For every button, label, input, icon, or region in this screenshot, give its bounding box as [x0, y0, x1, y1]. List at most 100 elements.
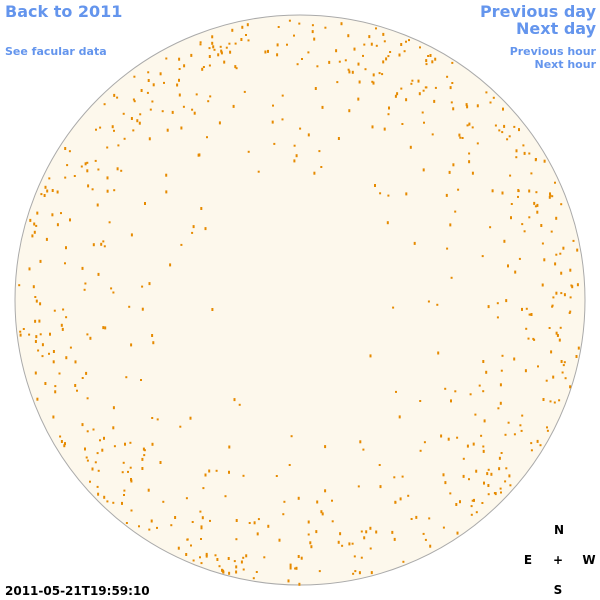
facula: [97, 469, 100, 472]
facula: [263, 556, 266, 559]
facula: [147, 71, 150, 74]
back-link[interactable]: Back to 2011: [5, 2, 123, 21]
facula: [101, 448, 104, 452]
facular-link[interactable]: See facular data: [5, 45, 107, 58]
facula: [449, 223, 452, 227]
facula: [204, 473, 207, 477]
facula: [458, 133, 461, 137]
facula: [200, 538, 202, 540]
facula: [278, 538, 281, 542]
facula: [472, 442, 475, 446]
facula: [546, 429, 549, 432]
facula: [255, 571, 258, 573]
facula: [33, 230, 36, 234]
facula: [537, 365, 539, 368]
facula: [36, 211, 39, 215]
facula: [264, 50, 267, 54]
facula: [99, 439, 101, 442]
facula: [301, 58, 303, 60]
facula: [446, 75, 449, 78]
facula: [221, 568, 223, 572]
facula: [331, 499, 333, 502]
facula: [185, 553, 188, 556]
facula: [450, 101, 453, 104]
facula: [530, 172, 533, 175]
previous-hour-link[interactable]: Previous hour: [509, 45, 596, 58]
facula: [147, 488, 150, 492]
facula: [411, 79, 414, 82]
facula: [233, 560, 236, 563]
previous-day-link[interactable]: Previous day: [479, 2, 596, 21]
facula: [371, 125, 374, 129]
facula: [533, 201, 536, 205]
facula: [576, 248, 579, 252]
facula: [548, 195, 551, 199]
facula: [542, 398, 545, 401]
facula: [32, 285, 35, 289]
facula: [315, 530, 318, 534]
facula: [549, 192, 551, 196]
facula: [552, 296, 555, 299]
facula: [398, 53, 401, 57]
facula: [156, 418, 159, 421]
facula: [487, 468, 490, 471]
facula: [113, 93, 116, 97]
facula: [104, 326, 107, 330]
facula: [283, 500, 286, 503]
facula: [450, 399, 452, 403]
facula: [483, 481, 485, 485]
facula: [64, 176, 67, 179]
facula: [94, 461, 97, 464]
facula: [85, 371, 88, 375]
next-day-link[interactable]: Next day: [516, 19, 596, 38]
facula: [297, 496, 300, 500]
facula: [348, 542, 351, 546]
facula: [369, 354, 372, 358]
facula: [502, 107, 504, 111]
facula: [307, 133, 310, 137]
facula: [480, 434, 483, 437]
facula: [152, 83, 155, 87]
facula: [471, 126, 474, 129]
facula: [465, 103, 468, 107]
facula: [528, 216, 531, 219]
next-hour-link[interactable]: Next hour: [534, 58, 597, 71]
facula: [499, 401, 502, 405]
facula: [543, 159, 546, 163]
facula: [97, 168, 100, 171]
facula: [256, 532, 259, 536]
facula: [313, 171, 316, 175]
facula: [394, 94, 397, 98]
facula: [358, 80, 361, 84]
facula: [482, 449, 485, 453]
facula: [116, 96, 119, 99]
facula: [559, 252, 562, 255]
facula: [569, 310, 572, 313]
facula: [191, 521, 194, 523]
facula: [546, 426, 548, 429]
facula: [307, 520, 310, 524]
facula: [298, 22, 301, 25]
facula: [228, 42, 231, 45]
facula: [60, 212, 62, 215]
facula: [563, 293, 566, 297]
facula: [442, 526, 445, 529]
facula: [295, 154, 298, 158]
facula: [110, 287, 113, 290]
facula: [85, 456, 88, 459]
facula: [159, 72, 162, 76]
facula: [392, 306, 395, 309]
facula: [103, 436, 105, 440]
facula: [528, 189, 531, 193]
facula: [159, 461, 162, 464]
facula: [415, 515, 418, 519]
facula: [461, 137, 464, 139]
facula: [554, 181, 556, 184]
facula: [378, 464, 381, 466]
facula: [418, 92, 421, 96]
facula: [434, 57, 437, 61]
facula: [400, 87, 403, 90]
facula: [497, 407, 500, 410]
facula: [142, 447, 145, 451]
